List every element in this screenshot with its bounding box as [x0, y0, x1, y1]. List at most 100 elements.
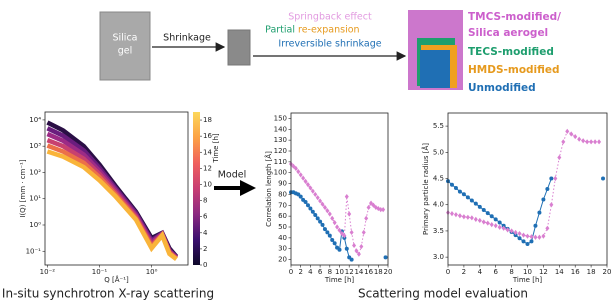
y-tick-label: 10³	[29, 142, 41, 150]
y-tick-label: 60	[278, 212, 287, 220]
marker	[518, 231, 522, 236]
marker	[522, 233, 526, 238]
colorbar-tick-label: 2	[203, 245, 207, 253]
marker	[518, 236, 522, 240]
y-tick-label: 10¹	[29, 195, 41, 203]
x-tick-label: 20	[384, 268, 393, 276]
x-tick-label: 14	[354, 268, 363, 276]
x-tick-label: 2	[462, 268, 466, 276]
marker	[325, 230, 329, 234]
colorbar-tick-label: 0	[203, 261, 207, 269]
legend-label: Unmodified	[468, 82, 536, 94]
x-axis-label: Q [Å⁻¹]	[104, 275, 129, 284]
marker	[299, 172, 303, 177]
x-tick-label: 12	[539, 268, 548, 276]
colorbar-tick-label: 10	[203, 180, 212, 188]
x-tick-label: 14	[555, 268, 564, 276]
x-tick-label: 4	[478, 268, 483, 276]
y-tick-label: 100	[274, 169, 287, 177]
x-tick-label: 0	[446, 268, 450, 276]
x-tick-label: 6	[493, 268, 498, 276]
partial-label: Partial	[265, 25, 295, 36]
marker	[458, 190, 462, 194]
y-axis-label: Correlation length [Å]	[264, 151, 273, 227]
marker	[316, 216, 320, 220]
y-axis-label: Primary particle radius [Å]	[421, 143, 430, 235]
legend-label: TMCS-modified/	[468, 11, 561, 23]
marker	[450, 211, 454, 216]
x-tick-label: 4	[308, 268, 313, 276]
y-tick-label: 4.5	[433, 175, 444, 183]
marker	[321, 223, 325, 227]
x-tick-label: 10	[523, 268, 532, 276]
marker	[347, 211, 351, 216]
marker	[569, 131, 573, 136]
y-tick-label: 30	[278, 245, 287, 253]
caption: Scattering model evaluation	[358, 287, 528, 301]
series-line	[47, 152, 176, 260]
marker	[490, 222, 494, 227]
marker	[593, 139, 597, 144]
x-tick-label: 20	[603, 268, 612, 276]
x-tick-label: 18	[587, 268, 596, 276]
marker	[381, 207, 385, 212]
marker	[541, 197, 545, 201]
marker	[526, 234, 530, 239]
y-tick-label: 70	[278, 201, 287, 209]
figure: Silica gel Shrinkage Springback effect P…	[0, 0, 614, 303]
y-tick-label: 130	[274, 136, 287, 144]
marker	[597, 139, 601, 144]
marker	[470, 199, 474, 203]
unmodified-box	[420, 50, 450, 88]
x-tick-label: 6	[318, 268, 323, 276]
marker	[323, 227, 327, 231]
y-axis-label: I(Q) [mm · cm⁻¹]	[19, 159, 27, 217]
marker	[529, 239, 533, 243]
x-tick-label: 2	[298, 268, 302, 276]
marker	[462, 214, 466, 219]
x-tick-label: 8	[328, 268, 332, 276]
marker	[466, 215, 470, 220]
marker	[359, 244, 363, 249]
marker	[549, 177, 553, 181]
marker	[328, 211, 332, 216]
x-tick-label: 10	[335, 268, 344, 276]
marker	[333, 241, 337, 245]
marker	[458, 213, 462, 218]
marker	[362, 230, 366, 235]
marker	[533, 224, 537, 228]
marker	[585, 139, 589, 144]
marker	[486, 211, 490, 215]
y-tick-label: 80	[278, 190, 287, 198]
x-tick-label: 8	[509, 268, 513, 276]
marker	[352, 243, 356, 248]
marker	[306, 203, 310, 207]
y-tick-label: 10⁴	[29, 116, 41, 124]
x-tick-label: 16	[571, 268, 580, 276]
model-label: Model	[218, 170, 247, 181]
shrinkage-label: Shrinkage	[163, 33, 211, 44]
marker	[454, 212, 458, 217]
marker	[573, 134, 577, 139]
marker	[533, 235, 537, 240]
marker	[338, 248, 342, 252]
marker	[454, 186, 458, 190]
colorbar-tick-label: 18	[203, 116, 212, 124]
silica-gel-label: gel	[118, 46, 133, 57]
marker	[330, 238, 334, 242]
marker	[470, 215, 474, 220]
colorbar-tick-label: 12	[203, 164, 212, 172]
y-tick-label: 3.5	[433, 227, 444, 235]
marker	[299, 195, 303, 199]
marker	[345, 194, 349, 199]
marker	[384, 255, 388, 259]
marker	[316, 195, 320, 200]
marker	[553, 176, 557, 181]
marker	[526, 242, 530, 246]
marker	[490, 214, 494, 218]
marker	[313, 213, 317, 217]
marker	[345, 247, 349, 251]
marker	[494, 217, 498, 221]
marker	[308, 207, 312, 211]
silica-gel-label: Silica	[113, 33, 138, 44]
